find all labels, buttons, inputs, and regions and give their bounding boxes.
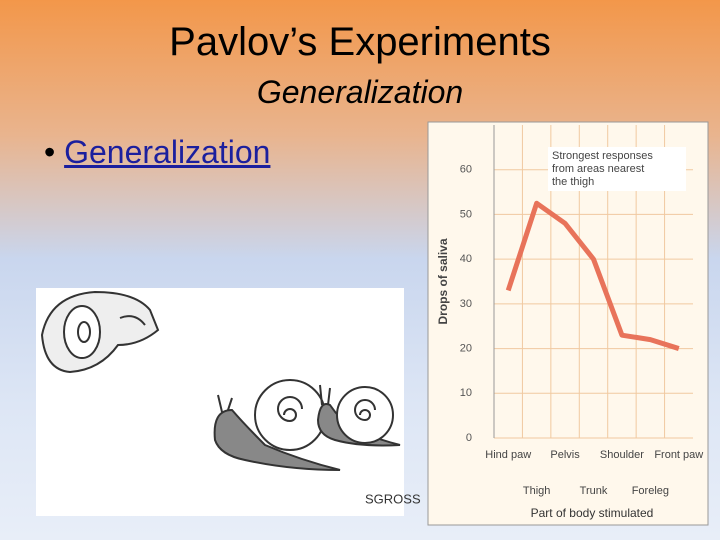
- y-tick-label: 0: [466, 432, 472, 444]
- bullet-link[interactable]: Generalization: [64, 134, 271, 170]
- x-axis-label: Part of body stimulated: [531, 506, 654, 520]
- x-tick-label: Trunk: [580, 485, 608, 497]
- slide-subtitle: Generalization: [256, 74, 464, 110]
- y-tick-label: 30: [460, 298, 472, 310]
- y-tick-label: 20: [460, 342, 472, 354]
- annotation: Strongest responses: [552, 150, 653, 162]
- slide-title: Pavlov’s Experiments: [169, 20, 551, 64]
- cartoon-drawing: [40, 290, 401, 471]
- x-tick-label: Shoulder: [600, 449, 644, 461]
- y-axis-label: Drops of saliva: [436, 238, 450, 324]
- data-line: [505, 200, 680, 351]
- x-tick-label: Pelvis: [550, 449, 580, 461]
- x-tick-label: Front paw: [654, 449, 703, 461]
- y-tick-label: 10: [460, 387, 472, 399]
- y-tick-label: 40: [460, 253, 472, 265]
- y-tick-label: 60: [460, 164, 472, 176]
- annotation: the thigh: [552, 176, 594, 188]
- x-tick-label: Hind paw: [485, 449, 531, 461]
- x-tick-label: Foreleg: [632, 485, 669, 497]
- x-tick-label: Thigh: [523, 485, 551, 497]
- y-tick-label: 50: [460, 208, 472, 220]
- bullet-item: • Generalization: [44, 134, 271, 170]
- annotation: from areas nearest: [552, 163, 644, 175]
- annotation-box: [548, 147, 686, 191]
- cartoon-signature: SGROSS: [365, 491, 421, 506]
